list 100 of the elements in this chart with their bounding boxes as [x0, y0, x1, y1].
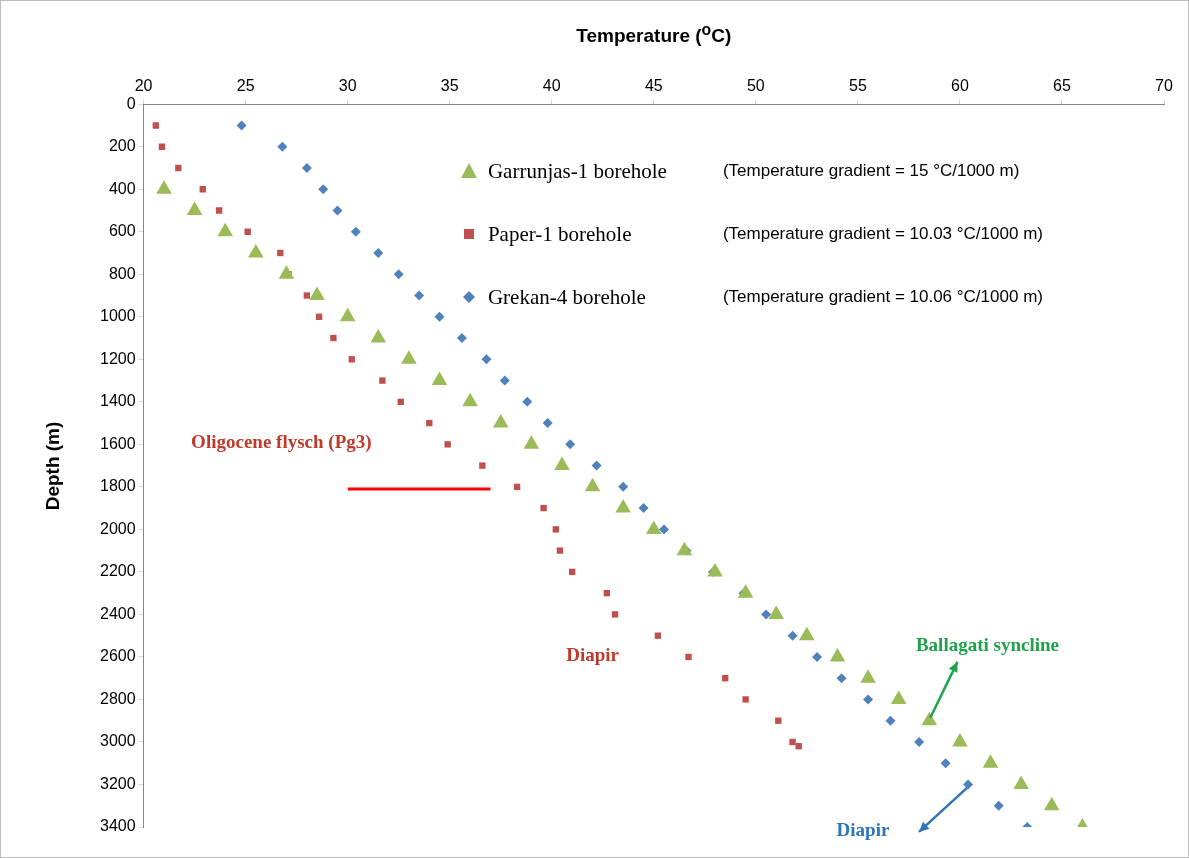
point — [330, 334, 337, 342]
point — [462, 392, 478, 407]
y-tick-label: 400 — [108, 179, 136, 197]
y-tick-label: 1200 — [100, 349, 136, 367]
point — [444, 441, 451, 448]
point — [921, 711, 938, 726]
point — [761, 609, 772, 620]
annotation: Ballagati syncline — [915, 633, 1059, 656]
point — [156, 180, 172, 194]
point — [768, 605, 785, 619]
y-tick-label: 600 — [108, 222, 136, 240]
annotation: (Temperature gradient = 10.03 °C/1000 m) — [722, 224, 1043, 245]
point — [217, 222, 234, 237]
x-tick-label: 20 — [134, 77, 153, 95]
point — [479, 462, 486, 469]
y-tick-label: 200 — [108, 137, 136, 155]
y-tick-label: 1600 — [100, 434, 136, 452]
point — [215, 207, 223, 214]
point — [542, 418, 553, 429]
point — [646, 520, 662, 534]
x-tick-label: 30 — [338, 77, 357, 95]
point — [552, 526, 560, 533]
point — [523, 435, 540, 449]
y-tick-label: 2200 — [100, 562, 136, 580]
point — [456, 333, 467, 344]
y-tick-label: 0 — [126, 94, 136, 112]
point — [993, 800, 1004, 811]
point — [277, 249, 284, 257]
point — [742, 696, 749, 703]
legend-label: Grekan-4 borehole — [487, 284, 646, 310]
point — [318, 184, 329, 195]
x-tick-label: 50 — [746, 77, 765, 95]
point — [863, 694, 874, 705]
point — [914, 736, 925, 747]
point — [885, 715, 896, 726]
point — [393, 269, 404, 280]
y-tick-label: 3400 — [100, 817, 136, 835]
point — [1043, 796, 1060, 811]
y-tick-label: 1000 — [100, 307, 136, 325]
y-tick-label: 1400 — [100, 392, 136, 410]
point — [370, 329, 387, 343]
point — [339, 307, 356, 322]
point — [890, 690, 907, 704]
x-tick-label: 35 — [440, 77, 459, 95]
point — [707, 562, 723, 577]
point — [434, 311, 445, 322]
point — [654, 632, 662, 639]
legend-label: Paper-1 borehole — [487, 221, 632, 247]
x-axis-title: Temperature ($^{o}$C) — [576, 21, 732, 48]
annotation: Oligocene flysch (Pg3) — [191, 431, 372, 454]
point — [799, 626, 815, 641]
x-tick-label: 65 — [1053, 77, 1071, 95]
point — [611, 611, 619, 618]
point — [952, 732, 968, 747]
point — [789, 738, 796, 746]
point — [414, 290, 425, 301]
point — [499, 375, 510, 386]
point — [554, 456, 570, 471]
point — [940, 758, 951, 769]
point — [152, 122, 160, 129]
point — [332, 205, 343, 216]
point — [1013, 775, 1029, 789]
y-axis-title: Depth (m) — [42, 421, 64, 510]
point — [787, 630, 798, 641]
x-tick-label: 55 — [848, 77, 867, 95]
point — [401, 350, 417, 364]
point — [556, 547, 564, 554]
annotation: (Temperature gradient = 10.06 °C/1000 m) — [722, 287, 1043, 308]
point — [591, 460, 602, 471]
point — [492, 414, 509, 428]
x-tick-label: 45 — [644, 77, 663, 95]
point — [373, 248, 384, 259]
point — [829, 647, 846, 662]
annotation: Diapir — [836, 818, 890, 841]
x-tick-label: 60 — [951, 77, 969, 95]
point — [982, 754, 999, 768]
point — [278, 265, 295, 279]
point — [244, 228, 251, 235]
point — [303, 292, 311, 299]
x-tick-label: 70 — [1155, 77, 1173, 95]
point — [685, 653, 692, 661]
y-tick-label: 2400 — [100, 604, 136, 622]
point — [584, 477, 601, 492]
point — [350, 226, 361, 237]
point — [963, 779, 974, 790]
point — [638, 503, 649, 514]
legend-label: Garrunjas-1 borehole — [487, 158, 667, 184]
point — [277, 141, 288, 152]
point — [836, 673, 847, 684]
point — [676, 541, 693, 556]
point — [618, 481, 629, 492]
point — [540, 504, 547, 512]
point — [860, 669, 876, 683]
x-tick-label: 40 — [542, 77, 561, 95]
point — [737, 584, 754, 598]
annotation: (Temperature gradient = 15 °C/1000 m) — [722, 161, 1020, 182]
point — [236, 120, 247, 131]
annotation: Diapir — [566, 643, 619, 666]
point — [301, 162, 312, 173]
y-tick-label: 800 — [108, 264, 136, 282]
